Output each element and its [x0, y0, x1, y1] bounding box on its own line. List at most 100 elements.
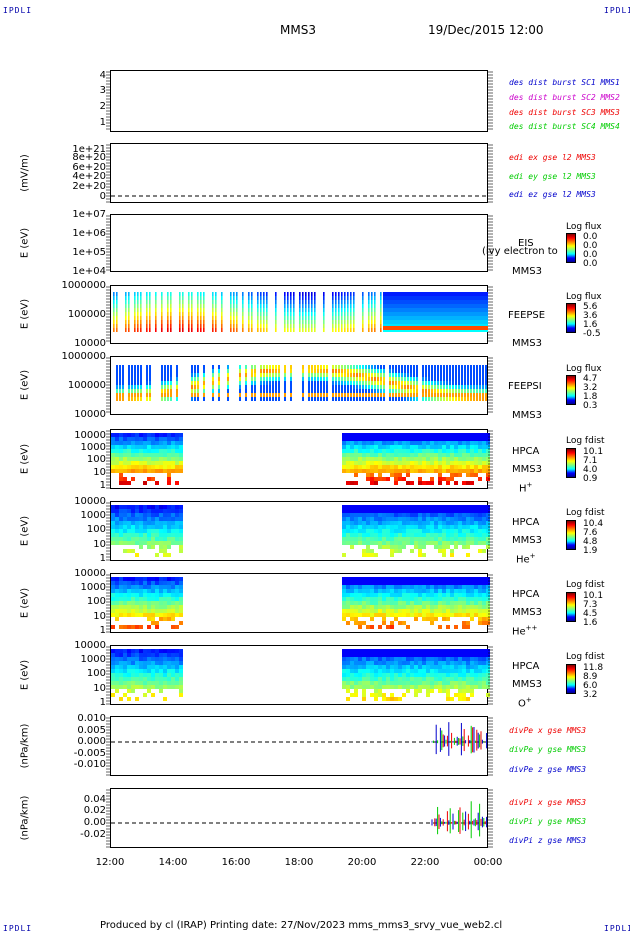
- spectrogram-cell: [389, 377, 391, 381]
- spectrogram-cell: [390, 605, 394, 609]
- spectrogram-cell: [332, 397, 334, 401]
- spectrogram-cell: [371, 296, 373, 300]
- spectrogram-cell: [406, 525, 410, 529]
- spectrogram-cell: [406, 533, 410, 537]
- spectrogram-cell: [466, 585, 470, 589]
- spectrogram-cell: [131, 593, 135, 597]
- legend-entry: des dist burst SC4 MMS4: [509, 122, 620, 131]
- spectrogram-cell: [323, 320, 325, 324]
- spectrogram-cell: [458, 445, 462, 449]
- spectrogram-cell: [175, 445, 179, 449]
- spectrogram-cell: [450, 445, 454, 449]
- spectrogram-cell: [470, 533, 474, 537]
- spectrogram-cell: [486, 533, 490, 537]
- spectrogram-cell: [135, 541, 139, 545]
- spectrogram-cell: [428, 369, 430, 373]
- spectrogram-cell: [161, 389, 163, 393]
- spectrogram-cell: [382, 593, 386, 597]
- spectrogram-cell: [347, 304, 349, 308]
- spectrogram-cell: [125, 292, 127, 296]
- spectrogram-cell: [390, 433, 394, 437]
- spectrogram-cell: [438, 457, 442, 461]
- spectrogram-cell: [362, 589, 366, 593]
- spectrogram-cell: [284, 328, 286, 332]
- spectrogram-cell: [175, 585, 179, 589]
- spectrogram-cell: [143, 613, 147, 617]
- spectrogram-cell: [462, 681, 466, 685]
- spectrogram-cell: [440, 385, 442, 389]
- spectrogram-cell: [314, 312, 316, 316]
- spectrogram-cell: [176, 377, 178, 381]
- spectrogram-cell: [146, 369, 148, 373]
- spectrogram-cell: [131, 521, 135, 525]
- spectrogram-cell: [242, 312, 244, 316]
- spectrogram-cell: [470, 609, 474, 613]
- spectrogram-cell: [430, 657, 434, 661]
- spectrogram-cell: [394, 589, 398, 593]
- spectrogram-cell: [127, 437, 131, 441]
- spectrogram-cell: [398, 605, 402, 609]
- spectrogram-cell: [478, 677, 482, 681]
- spectrogram-cell: [446, 373, 448, 377]
- spectrogram-cell: [380, 381, 382, 385]
- spectrogram-cell: [390, 509, 394, 513]
- spectrogram-cell: [147, 441, 151, 445]
- spectrogram-cell: [135, 457, 139, 461]
- spectrogram-cell: [422, 553, 426, 557]
- spectrogram-cell: [430, 481, 434, 485]
- spectrogram-cell: [159, 605, 163, 609]
- spectrogram-cell: [167, 653, 171, 657]
- spectrogram-cell: [191, 312, 193, 316]
- spectrogram-cell: [470, 649, 474, 653]
- spectrogram-cell: [442, 465, 446, 469]
- spectrogram-cell: [458, 469, 462, 473]
- spectrogram-cell: [438, 657, 442, 661]
- spectrogram-cell: [474, 613, 478, 617]
- spectrogram-cell: [119, 697, 123, 701]
- spectrogram-cell: [371, 316, 373, 320]
- spectrogram-cell: [437, 316, 440, 320]
- spectrogram-cell: [350, 693, 354, 697]
- spectrogram-cell: [335, 381, 337, 385]
- spectrogram-cell: [127, 653, 131, 657]
- spectrogram-cell: [137, 328, 139, 332]
- spectrogram-cell: [454, 457, 458, 461]
- spectrogram-cell: [462, 589, 466, 593]
- spectrogram-cell: [418, 545, 422, 549]
- spectrogram-cell: [197, 312, 199, 316]
- spectrogram-cell: [317, 397, 319, 401]
- spectrogram-cell: [402, 513, 406, 517]
- spectrogram-cell: [482, 316, 485, 320]
- spectrogram-cell: [347, 365, 349, 369]
- spectrogram-cell: [163, 545, 167, 549]
- spectrogram-cell: [404, 373, 406, 377]
- spectrogram-cell: [394, 593, 398, 597]
- spectrogram-cell: [123, 661, 127, 665]
- spectrogram-cell: [290, 365, 292, 369]
- spectrogram-cell: [362, 541, 366, 545]
- spectrogram-cell: [149, 385, 151, 389]
- spectrogram-cell: [410, 377, 412, 381]
- spectrogram-cell: [135, 433, 139, 437]
- spectrogram-cell: [311, 300, 313, 304]
- spectrogram-cell: [140, 296, 142, 300]
- spectrogram-cell: [175, 601, 179, 605]
- spectrogram-cell: [159, 601, 163, 605]
- spectrogram-cell: [113, 296, 115, 300]
- spectrogram-cell: [374, 689, 378, 693]
- spectrogram-cell: [470, 669, 474, 673]
- spectrogram-cell: [368, 385, 370, 389]
- spectrogram-cell: [446, 449, 450, 453]
- spectrogram-cell: [419, 312, 422, 316]
- spectrogram-cell: [350, 605, 354, 609]
- spectrogram-cell: [179, 465, 183, 469]
- spectrogram-cell: [428, 365, 430, 369]
- spectrogram-cell: [119, 505, 123, 509]
- colorbar-value: 7.6: [583, 528, 598, 538]
- spectrogram-cell: [354, 597, 358, 601]
- spectrogram-cell: [346, 453, 350, 457]
- spectrogram-cell: [119, 605, 123, 609]
- spectrogram-cell: [422, 381, 424, 385]
- spectrogram-cell: [425, 397, 427, 401]
